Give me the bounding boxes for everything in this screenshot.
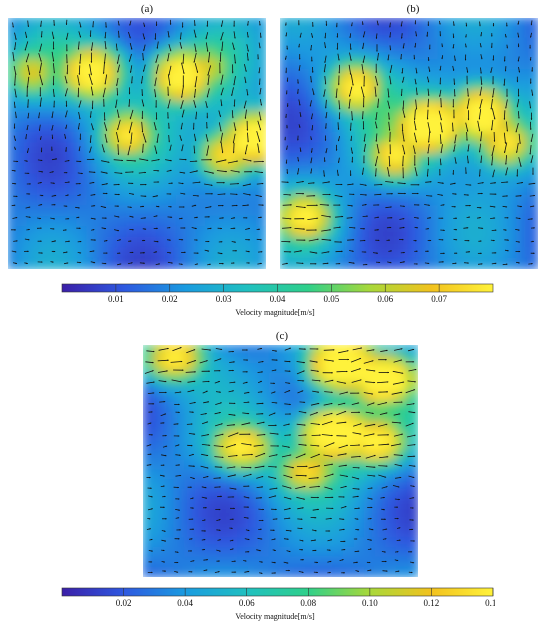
colorbar-tick-label: 0.03 <box>216 294 232 304</box>
colorbar-tick-label: 0.12 <box>424 598 440 608</box>
colorbar-tick-label: 0.06 <box>239 598 255 608</box>
colorbar-tick-label: 0.04 <box>270 294 286 304</box>
colorbar-tick-label: 0.10 <box>362 598 378 608</box>
colorbar-top-title: Velocity magnitude[m/s] <box>235 308 315 317</box>
colorbar-tick-label: 0.04 <box>177 598 193 608</box>
velocity-field-b <box>280 18 538 269</box>
velocity-field-a <box>8 18 266 269</box>
colorbar-bottom: 0.02 0.04 0.06 0.08 0.10 0.12 0.14 <box>61 587 495 608</box>
velocity-vectors <box>281 20 536 266</box>
colorbar-tick-label: 0.05 <box>324 294 340 304</box>
velocity-vectors <box>144 347 417 574</box>
colorbar-bottom-title: Velocity magnitude[m/s] <box>235 612 315 621</box>
velocity-vectors <box>10 19 264 266</box>
colorbar-tick-label: 0.02 <box>116 598 132 608</box>
colorbar-top: 0.01 0.02 0.03 0.04 0.05 0.06 0.07 <box>61 283 494 304</box>
velocity-field-c <box>143 345 418 577</box>
panel-a-label: (a) <box>140 3 154 15</box>
colorbar-tick-label: 0.07 <box>431 294 447 304</box>
colorbar-tick-label: 0.14 <box>485 598 495 608</box>
colorbar-tick-label: 0.01 <box>108 294 124 304</box>
colorbar-tick-label: 0.06 <box>377 294 393 304</box>
panel-b-label: (b) <box>406 3 420 15</box>
panel-c-label: (c) <box>275 330 289 342</box>
colorbar-tick-label: 0.08 <box>300 598 316 608</box>
colorbar-tick-label: 0.02 <box>162 294 178 304</box>
colorbar-gradient <box>61 587 494 597</box>
